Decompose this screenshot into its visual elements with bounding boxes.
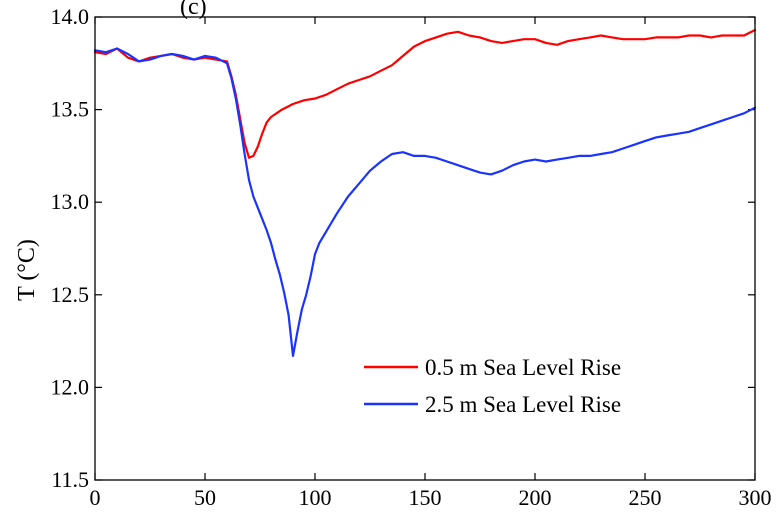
x-tick-label: 0 [90,485,101,510]
plot-frame [94,16,756,481]
y-tick-label: 11.5 [51,467,89,492]
y-tick-label: 12.0 [51,374,90,399]
series-layer [93,28,757,357]
x-tick-label: 50 [194,485,216,510]
series-line-2.5m [93,47,757,357]
y-tick-label: 13.5 [51,97,90,122]
x-tick-label: 300 [739,485,772,510]
legend: 0.5 m Sea Level Rise 2.5 m Sea Level Ris… [364,355,621,417]
chart-title-partial: (c) [180,0,207,20]
y-tick-label: 14.0 [51,4,90,29]
tick-labels: 0 50 100 150 200 250 300 11.5 12.0 12.5 13.0 13.5 14… [51,4,772,510]
x-tick-label: 250 [629,485,662,510]
y-axis-label: T (°C) [14,239,40,301]
x-tick-label: 100 [299,485,332,510]
y-tick-label: 13.0 [51,189,90,214]
x-tick-label: 200 [519,485,552,510]
x-tick-label: 150 [409,485,442,510]
legend-label-0.5m: 0.5 m Sea Level Rise [425,355,621,380]
series-line-0.5m [93,28,757,159]
y-tick-label: 12.5 [51,282,90,307]
legend-label-2.5m: 2.5 m Sea Level Rise [425,392,621,417]
